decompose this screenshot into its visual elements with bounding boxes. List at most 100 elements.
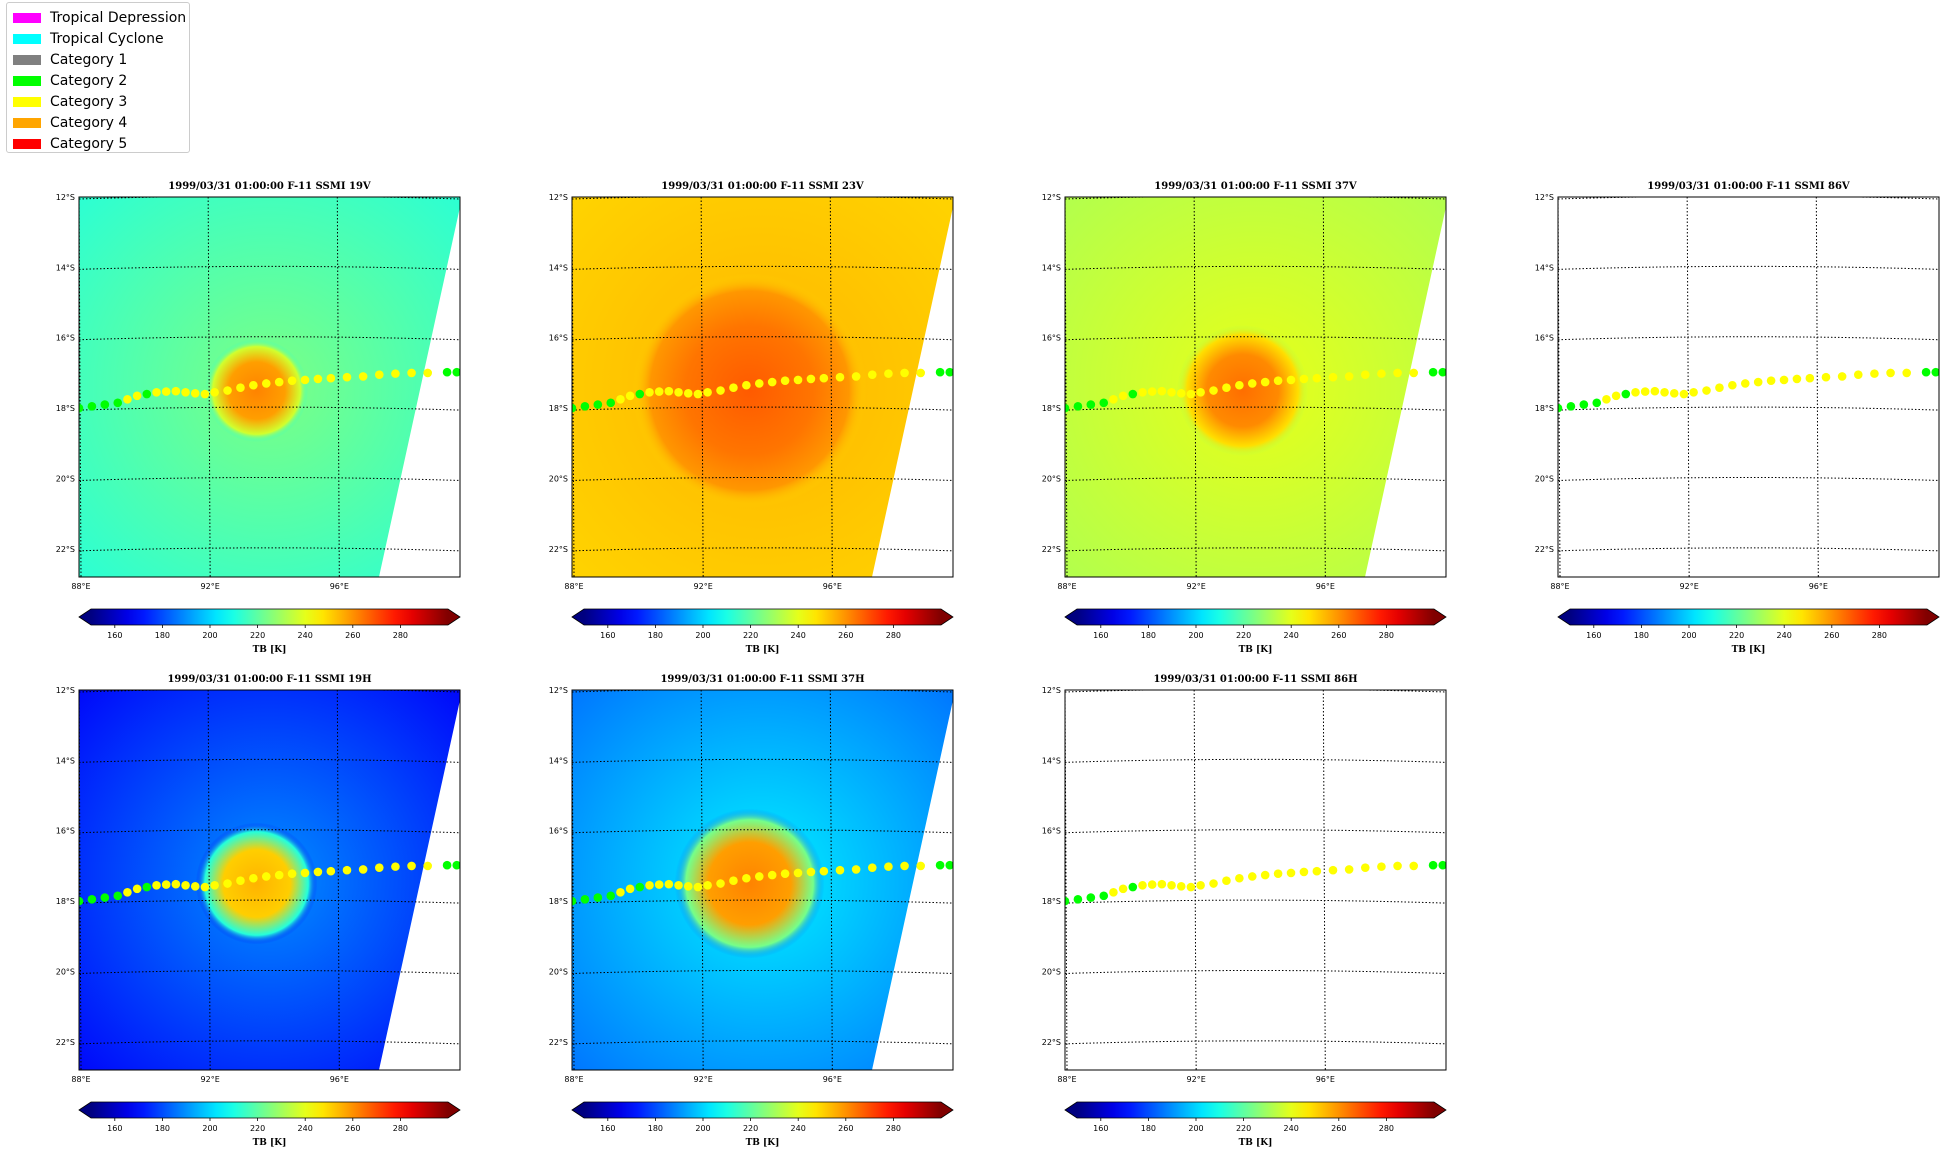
track-point xyxy=(1086,893,1096,902)
panel-frame xyxy=(78,689,461,1071)
track-point xyxy=(161,880,171,889)
track-point xyxy=(1328,372,1338,382)
track-point xyxy=(1086,400,1096,409)
track-point xyxy=(374,863,384,872)
meridian xyxy=(1815,197,1819,577)
panel-frame xyxy=(1064,196,1447,578)
track-point xyxy=(1728,380,1737,390)
track-point xyxy=(1260,377,1270,387)
parallel xyxy=(572,829,953,834)
y-tick-label: 14°S xyxy=(1042,756,1061,765)
track-point xyxy=(945,367,953,377)
legend-item: Tropical Depression xyxy=(13,7,189,28)
track-point xyxy=(1344,372,1354,381)
track-point xyxy=(616,395,625,404)
track-point xyxy=(100,893,110,902)
parallel xyxy=(1558,547,1939,552)
track-point xyxy=(1065,896,1070,906)
y-tick-label: 20°S xyxy=(1535,474,1554,483)
parallel xyxy=(572,197,953,200)
track-point xyxy=(113,398,123,408)
track-point xyxy=(1753,377,1763,387)
colorbar-tick-label: 260 xyxy=(345,631,360,640)
colorbar-tick-label: 220 xyxy=(250,631,265,640)
colorbar-tick-label: 200 xyxy=(202,1124,217,1133)
y-tick-label: 18°S xyxy=(56,897,75,906)
track-point xyxy=(1931,367,1939,377)
map-area xyxy=(1065,690,1446,1070)
panel-frame xyxy=(78,196,461,578)
parallel xyxy=(572,690,953,693)
track-point xyxy=(1260,870,1270,880)
y-tick-label: 22°S xyxy=(549,1038,568,1047)
track-point xyxy=(1631,387,1640,397)
track-point xyxy=(1377,369,1386,378)
colorbar-tick-label: 280 xyxy=(1872,631,1887,640)
storm-core xyxy=(205,339,309,443)
parallel xyxy=(1065,690,1446,693)
track-point xyxy=(1393,861,1402,871)
storm-core xyxy=(1177,324,1309,457)
colorbar-min-arrow xyxy=(1065,609,1077,625)
legend-label: Tropical Depression xyxy=(50,9,187,26)
colorbar-label: TB [K] xyxy=(253,645,287,655)
y-tick-label: 22°S xyxy=(1042,1038,1061,1047)
track-point xyxy=(635,389,645,399)
track-point xyxy=(1157,386,1167,396)
meridian xyxy=(1193,197,1197,577)
track-point xyxy=(181,880,190,890)
track-point xyxy=(916,368,926,378)
track-point xyxy=(1299,867,1309,877)
track-point xyxy=(1621,389,1631,399)
track-point xyxy=(1312,373,1322,383)
track-point xyxy=(1611,391,1621,401)
track-point xyxy=(123,888,132,897)
track-point xyxy=(1138,880,1147,890)
meridian xyxy=(700,690,704,1070)
track-point xyxy=(1805,373,1815,383)
track-point xyxy=(200,882,210,892)
track-point xyxy=(452,367,460,377)
parallel xyxy=(79,406,460,411)
colorbar xyxy=(1077,609,1434,625)
legend-item: Tropical Cyclone xyxy=(13,28,189,49)
track-point xyxy=(867,863,877,872)
track-point xyxy=(358,372,368,381)
y-tick-label: 18°S xyxy=(549,897,568,906)
track-point xyxy=(1073,895,1083,904)
track-point xyxy=(236,876,245,886)
track-point xyxy=(1299,374,1309,384)
track-point xyxy=(1921,367,1931,377)
track-point xyxy=(754,379,764,388)
track-point xyxy=(423,368,433,378)
track-point xyxy=(1099,891,1109,901)
track-point xyxy=(1247,379,1257,388)
x-tick-label: 92°E xyxy=(694,582,713,591)
parallel xyxy=(79,969,460,974)
legend-item: Category 3 xyxy=(13,91,189,112)
track-point xyxy=(916,861,926,871)
track-point xyxy=(1065,403,1070,413)
meridian xyxy=(829,690,833,1070)
meridian xyxy=(336,197,340,577)
panel-frame xyxy=(571,689,954,1071)
y-tick-label: 16°S xyxy=(1535,334,1554,343)
parallel xyxy=(572,547,953,552)
legend-swatch xyxy=(13,33,41,44)
track-point xyxy=(1222,876,1231,886)
x-tick-label: 92°E xyxy=(694,1075,713,1084)
y-tick-label: 20°S xyxy=(56,967,75,976)
storm-core xyxy=(674,808,825,959)
x-tick-label: 88°E xyxy=(564,582,583,591)
colorbar-max-arrow xyxy=(448,1102,460,1118)
y-tick-label: 22°S xyxy=(56,1038,75,1047)
panel: 1999/03/31 01:00:00 F-11 SSMI 19H 12°S 14°… xyxy=(56,674,461,1148)
track-point xyxy=(572,896,577,906)
legend-swatch xyxy=(13,54,41,65)
track-point xyxy=(716,879,725,888)
colorbar-tick-label: 180 xyxy=(1141,631,1156,640)
meridian xyxy=(207,197,211,577)
colorbar-tick-label: 160 xyxy=(107,1124,122,1133)
colorbar-min-arrow xyxy=(1558,609,1570,625)
colorbar-outline xyxy=(78,1101,461,1119)
